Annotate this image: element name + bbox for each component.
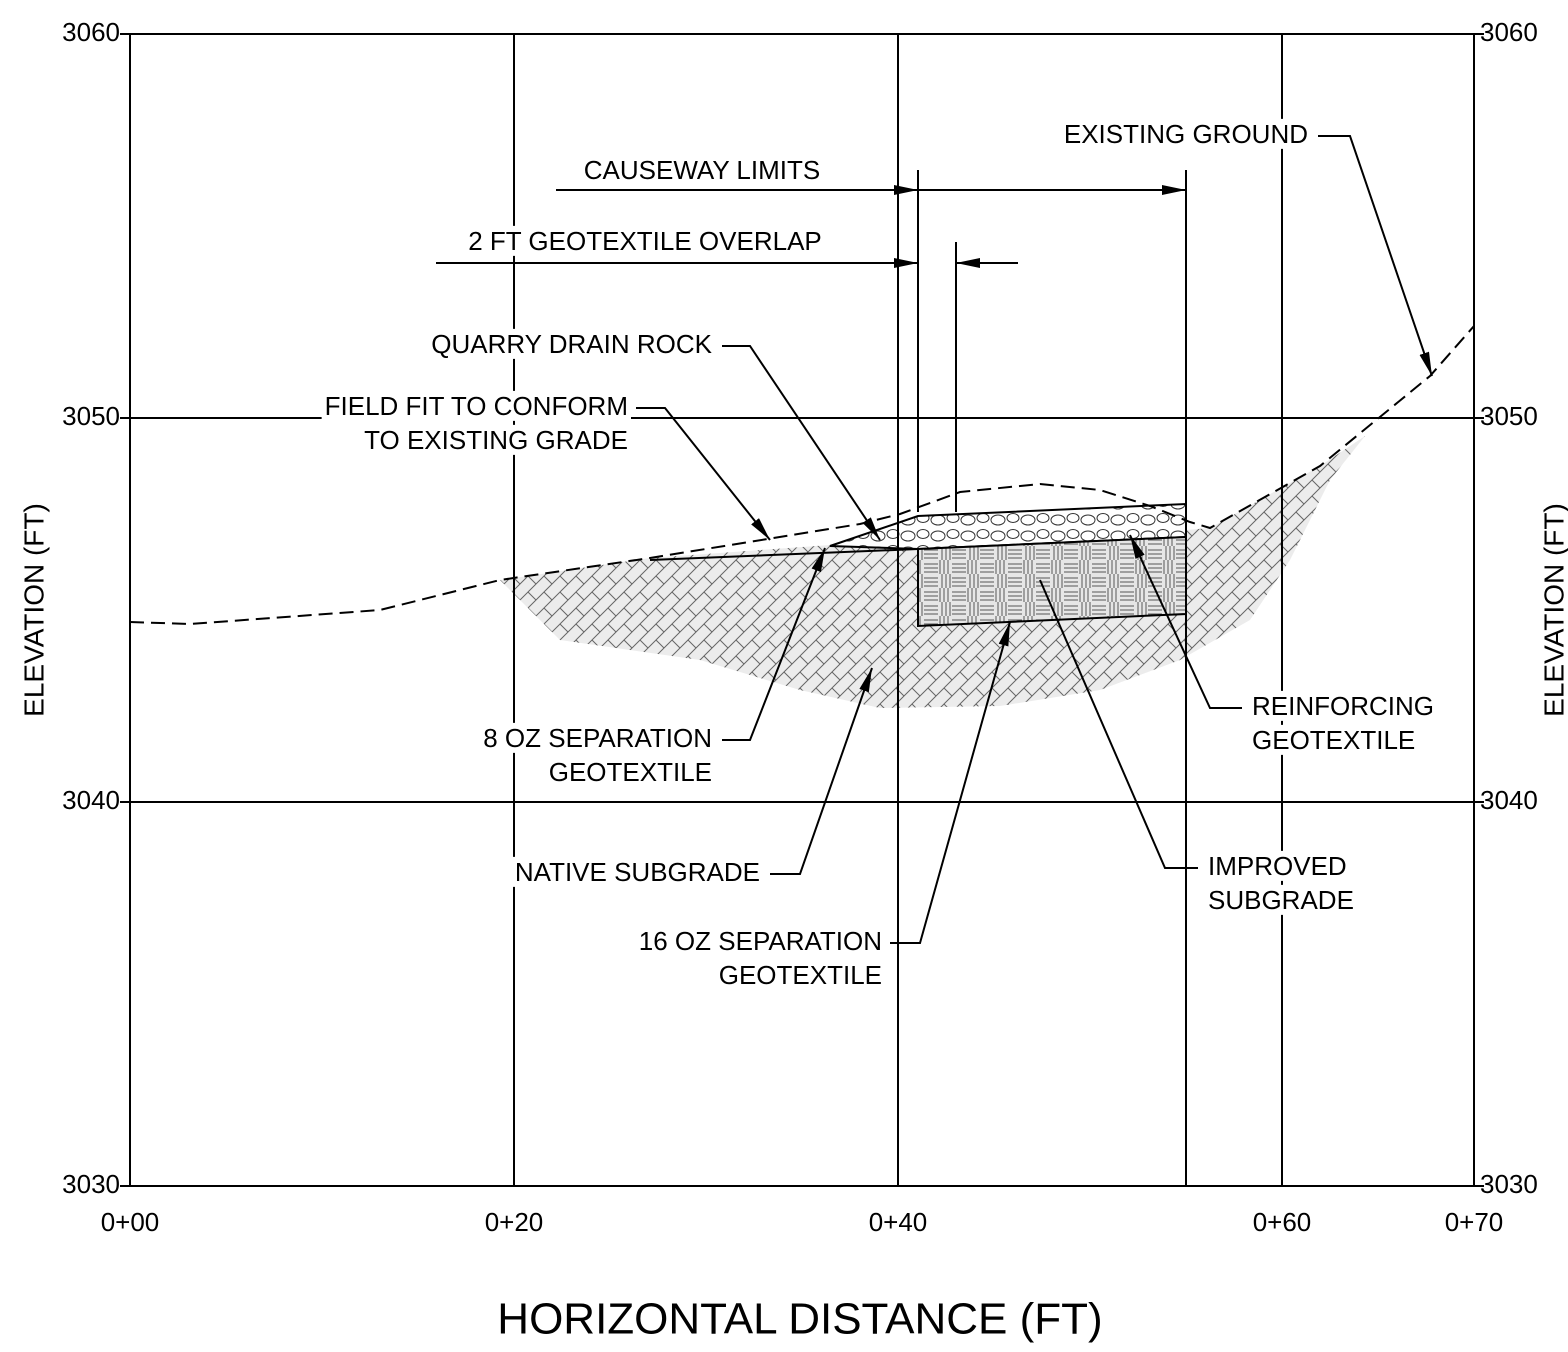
annotation: REINFORCING [1252, 691, 1434, 721]
annotation: FIELD FIT TO CONFORM [325, 391, 628, 421]
label-background [321, 390, 631, 421]
x-tick-label: 0+70 [1445, 1207, 1504, 1237]
label-background [465, 225, 825, 256]
label-background [1205, 884, 1357, 915]
label-background [715, 959, 885, 990]
annotation: GEOTEXTILE [1252, 725, 1415, 755]
y2-tick-label: 3040 [1480, 785, 1538, 815]
existing-ground [129, 325, 1475, 626]
annotation: 16 OZ SEPARATION [639, 926, 882, 956]
label-background [361, 424, 631, 455]
annotation: GEOTEXTILE [719, 960, 882, 990]
annotation: GEOTEXTILE [549, 757, 712, 787]
annotation: CAUSEWAY LIMITS [584, 155, 820, 185]
annotation: EXISTING GROUND [1064, 119, 1308, 149]
annotation: 2 FT GEOTEXTILE OVERLAP [468, 226, 822, 256]
separation-geotextile [649, 548, 919, 561]
label-background [480, 722, 715, 753]
label-background [428, 328, 716, 359]
native-subgrade [500, 436, 1365, 708]
geometry [129, 325, 1475, 708]
annotation: TO EXISTING GRADE [364, 425, 628, 455]
label-background [580, 154, 824, 185]
dimensions [436, 170, 1187, 512]
y-axis-title: ELEVATION (FT) [18, 503, 49, 717]
x-tick-label: 0+20 [485, 1207, 544, 1237]
y2-tick-label: 3050 [1480, 401, 1538, 431]
plot-frame [129, 33, 1475, 1187]
y2-tick-label: 3030 [1480, 1169, 1538, 1199]
leaders [636, 135, 1433, 944]
annotation: IMPROVED [1208, 851, 1347, 881]
label-background [1060, 118, 1311, 149]
label-background [635, 925, 885, 956]
x-tick-label: 0+40 [869, 1207, 928, 1237]
y-tick-label: 3040 [62, 785, 120, 815]
labels: EXISTING GROUND CAUSEWAY LIMITS 2 FT GEOTE… [321, 118, 1437, 990]
label-background [511, 856, 763, 887]
axes: HORIZONTAL DISTANCE (FT) ELEVATION (FT) … [18, 17, 1568, 1344]
x-tick-label: 0+00 [101, 1207, 160, 1237]
y-tick-label: 3060 [62, 17, 120, 47]
y2-tick-label: 3060 [1480, 17, 1538, 47]
annotation: NATIVE SUBGRADE [515, 857, 760, 887]
label-background [1205, 850, 1350, 881]
x-axis-title: HORIZONTAL DISTANCE (FT) [497, 1295, 1102, 1344]
annotation: SUBGRADE [1208, 885, 1354, 915]
label-background [545, 756, 715, 787]
y2-axis-title: ELEVATION (FT) [1538, 503, 1568, 717]
y-tick-label: 3030 [62, 1169, 120, 1199]
improved-subgrade [917, 535, 1187, 628]
annotation: QUARRY DRAIN ROCK [431, 329, 712, 359]
x-tick-label: 0+60 [1253, 1207, 1312, 1237]
y-tick-label: 3050 [62, 401, 120, 431]
label-background [1249, 724, 1419, 755]
label-background [1249, 690, 1437, 721]
annotation: 8 OZ SEPARATION [483, 723, 712, 753]
